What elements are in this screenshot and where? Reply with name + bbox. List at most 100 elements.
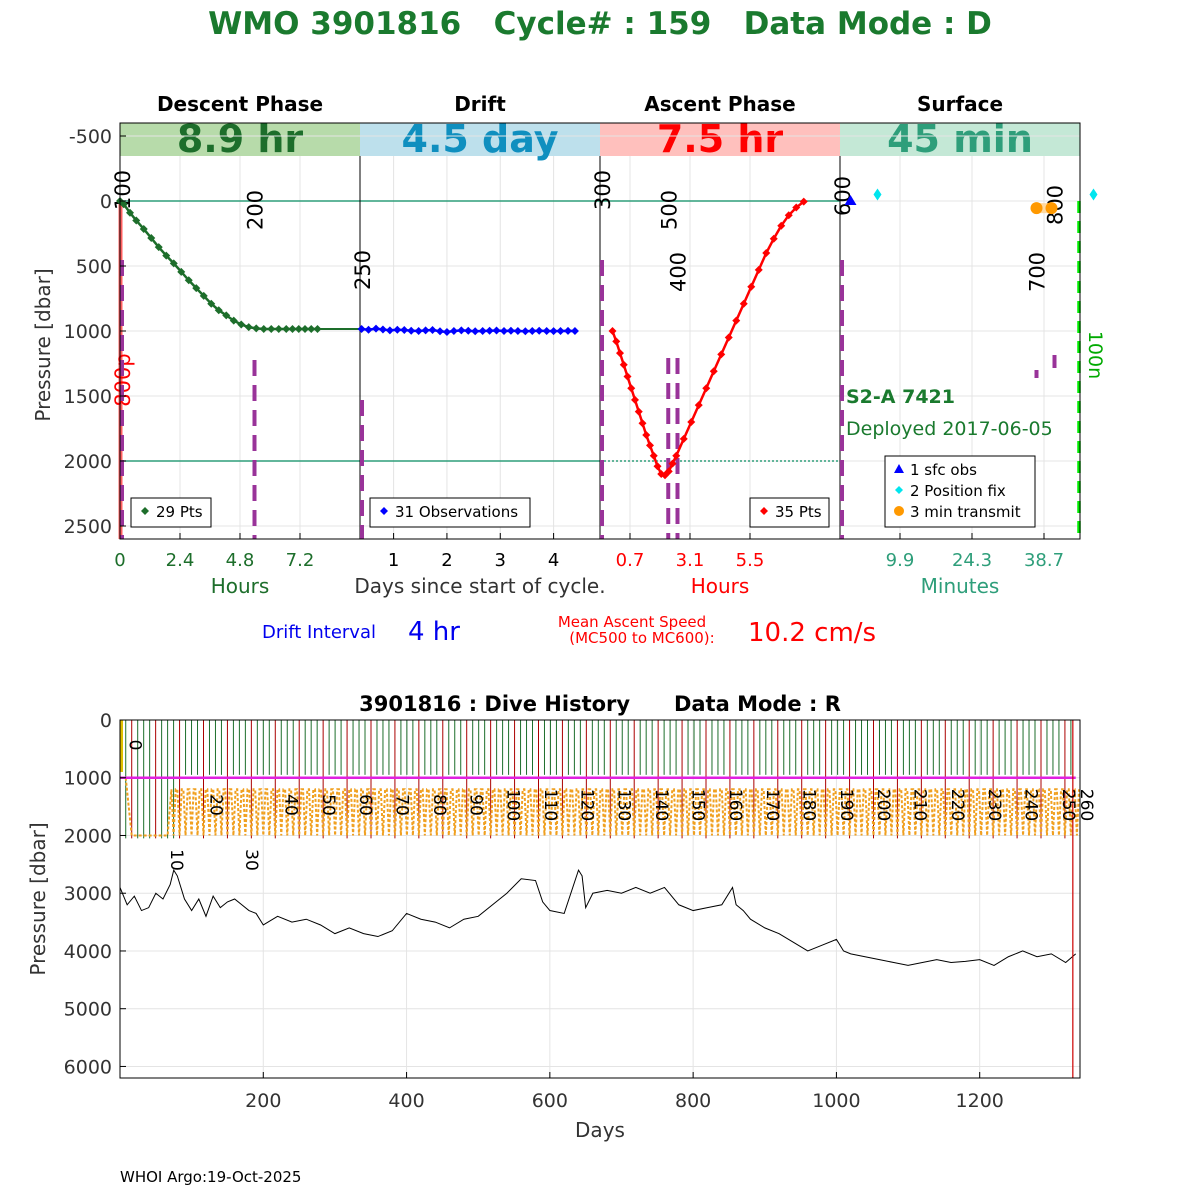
surface-unit: Minutes (921, 574, 1000, 598)
drift-point (570, 327, 579, 335)
ascent-point (679, 434, 688, 443)
surface-legend-swatch (895, 486, 903, 494)
ascent-point (668, 459, 677, 468)
bottom-x-tick-label: 1200 (956, 1090, 1004, 1112)
top-x-tick-label: 38.7 (1024, 550, 1064, 571)
drift-point (449, 327, 458, 335)
cycle-label-260: 260 (1076, 789, 1096, 821)
drift-legend-box (369, 497, 531, 528)
top-y-tick-label: 1500 (64, 386, 112, 408)
surface-legend-swatch (894, 464, 904, 473)
descent-point (237, 320, 246, 329)
ascent-point (616, 349, 624, 358)
cycle-label-240: 240 (1021, 789, 1041, 821)
top-y-tick-label: 500 (76, 256, 112, 278)
cycle-label-90: 90 (465, 794, 485, 816)
bottom-x-tick-label: 1000 (812, 1090, 860, 1112)
cycle-label-140: 140 (651, 789, 671, 821)
cycle-label-190: 190 (836, 789, 856, 821)
top-x-tick-label: 2.4 (166, 550, 195, 571)
drift-point (357, 325, 366, 334)
descent-point (267, 325, 276, 334)
descent-point (119, 200, 128, 209)
drift-point (414, 327, 423, 335)
drift-point (506, 326, 515, 335)
cycle-label-80: 80 (429, 794, 449, 816)
cycle-label-30: 30 (241, 849, 261, 871)
top-plot-content: 800p100n10020025030050040060070080029 Pt… (111, 156, 1106, 539)
ascent-point (612, 337, 621, 346)
drift-point (378, 325, 387, 334)
descent-point (184, 276, 193, 285)
bottom-y-tick-label: 5000 (64, 999, 112, 1021)
top-x-tick-label: 4 (548, 550, 559, 571)
descent-point (301, 325, 309, 334)
phase-band-2 (600, 123, 840, 156)
drift-point (500, 327, 508, 335)
ascent-unit: Hours (691, 574, 750, 598)
bottom-y-tick-label: 2000 (64, 825, 112, 847)
cycle-label-170: 170 (762, 789, 782, 821)
message-label-200: 200 (244, 190, 268, 230)
drift-point (364, 325, 373, 334)
top-y-tick-label: 2000 (64, 451, 112, 473)
drift-point (442, 328, 451, 337)
phase-band-0 (120, 123, 360, 156)
footer-credit: WHOI Argo:19-Oct-2025 (120, 1168, 301, 1186)
drift-point (513, 327, 522, 335)
message-label-500: 500 (657, 190, 681, 230)
ascent-point (739, 299, 748, 308)
descent-point (139, 224, 148, 233)
cycle-label-70: 70 (392, 794, 412, 816)
drift-point (457, 326, 466, 335)
descent-point (294, 325, 303, 334)
ascent-point (687, 418, 696, 426)
top-x-tick-label: 0 (114, 550, 125, 571)
message-label-600: 600 (831, 176, 855, 216)
right-side-label: 100n (1084, 331, 1106, 379)
drift-interval-value: 4 hr (408, 617, 460, 647)
descent-point (177, 267, 186, 276)
ascent-point (672, 451, 681, 460)
descent-point (274, 325, 283, 334)
cycle-label-100: 100 (503, 789, 523, 821)
phase-band-1 (360, 123, 600, 156)
ascent-speed-label-2: (MC500 to MC600): (569, 629, 714, 647)
top-y-axis: -500 0 500 1000 1500 2000 2500 (64, 126, 126, 538)
top-y-tick-label: -500 (69, 126, 112, 148)
cycle-label-220: 220 (947, 789, 967, 821)
bottom-gridlines (120, 719, 1080, 1078)
drift-point (542, 327, 551, 335)
surface-legend-box (884, 455, 1036, 528)
figure-title: WMO 3901816 Cycle# : 159 Data Mode : D (208, 6, 992, 42)
ascent-point (627, 384, 636, 393)
descent-point (259, 325, 268, 334)
descent-point (162, 251, 171, 260)
cycle-label-150: 150 (688, 789, 708, 821)
cycle-label-230: 230 (984, 789, 1004, 821)
phase-duration-1: 4.5 day (402, 117, 559, 161)
drift-point (407, 326, 416, 335)
phase-band-3 (840, 123, 1080, 156)
message-label-250: 250 (351, 250, 375, 290)
cycle-label-60: 60 (355, 794, 375, 816)
drift-point (372, 324, 380, 333)
ascent-point (646, 441, 654, 450)
top-y-tick-label: 1000 (64, 321, 112, 343)
ascent-point (623, 372, 632, 381)
drift-x-label: Days since start of cycle. (354, 574, 605, 598)
ascent-point (792, 203, 801, 212)
descent-legend-swatch (141, 507, 149, 515)
profile-depth-track (124, 777, 1081, 837)
phase-duration-2: 7.5 hr (657, 117, 784, 161)
ascent-point (608, 327, 617, 335)
deployment-date: Deployed 2017-06-05 (846, 418, 1053, 440)
ascent-speed-value: 10.2 cm/s (748, 618, 876, 648)
drift-point (556, 327, 565, 335)
bottom-y-tick-label: 3000 (64, 883, 112, 905)
ascent-point (799, 197, 808, 206)
descent-point (132, 216, 141, 225)
